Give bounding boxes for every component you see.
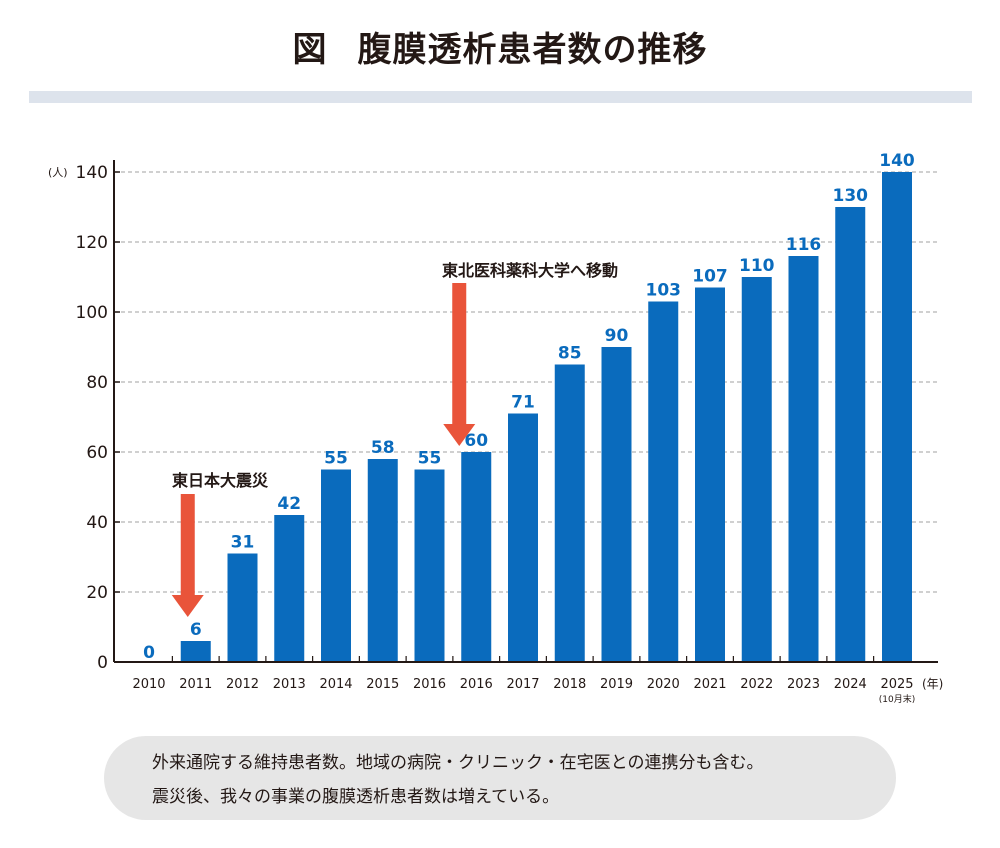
annotation-label: 東北医科薬科大学へ移動 bbox=[442, 261, 618, 280]
x-tick-label: 2021 bbox=[693, 677, 726, 692]
bar-2016 bbox=[414, 469, 445, 662]
data-labels: 0 6 31 42 55 58 55 60 71 85 90 103 107 110 116 130 140 bbox=[143, 151, 915, 663]
bar-2011 bbox=[180, 641, 211, 662]
x-tick-label: 2015 bbox=[366, 677, 399, 692]
x-tick-label: 2010 bbox=[132, 677, 165, 692]
x-tick-label: 2016 bbox=[413, 677, 446, 692]
data-label: 55 bbox=[418, 449, 442, 469]
x-tick-label: 2020 bbox=[647, 677, 680, 692]
annotation-arrow-shaft bbox=[452, 283, 467, 424]
bars bbox=[180, 172, 912, 662]
caption-line-1: 外来通院する維持患者数。地域の病院・クリニック・在宅医との連携分も含む。 bbox=[152, 753, 764, 773]
y-tick-label: 40 bbox=[86, 513, 108, 533]
annotation-label: 東日本大震災 bbox=[172, 471, 269, 490]
x-axis-unit: (年) bbox=[922, 677, 943, 691]
caption-box: 外来通院する維持患者数。地域の病院・クリニック・在宅医との連携分も含む。 震災後… bbox=[104, 736, 896, 820]
caption-line-2: 震災後、我々の事業の腹膜透析患者数は増えている。 bbox=[152, 787, 560, 807]
x-tick-label: 2011 bbox=[179, 677, 212, 692]
x-tick-label: 2023 bbox=[787, 677, 820, 692]
data-label: 90 bbox=[605, 326, 629, 346]
y-tick-label: 100 bbox=[76, 303, 108, 323]
y-tick-label: 140 bbox=[76, 163, 108, 183]
bar-2018 bbox=[554, 364, 585, 662]
bar-2021 bbox=[695, 287, 725, 662]
bar-2016 bbox=[461, 452, 492, 662]
annotation-arrow-head bbox=[171, 595, 204, 617]
data-label: 107 bbox=[692, 267, 728, 287]
x-tick-label: 2022 bbox=[740, 677, 773, 692]
x-tick-label: 2012 bbox=[226, 677, 259, 692]
data-label: 31 bbox=[231, 533, 255, 553]
title-text: 腹膜透析患者数の推移 bbox=[357, 30, 708, 70]
annotation-arrow-shaft bbox=[180, 494, 195, 595]
chart-title: 図腹膜透析患者数の推移 bbox=[0, 22, 1000, 71]
bar-2019 bbox=[601, 347, 632, 662]
annotation-arrow-head bbox=[443, 424, 476, 446]
y-axis-unit: (人) bbox=[48, 166, 68, 179]
bar-2024 bbox=[835, 207, 866, 662]
data-label: 140 bbox=[879, 151, 915, 171]
y-tick-label: 0 bbox=[97, 653, 108, 673]
figure-label: 図 bbox=[292, 30, 328, 70]
bar-2013 bbox=[274, 515, 305, 662]
bar-2015 bbox=[367, 459, 398, 662]
x-tick-label: 2025 bbox=[880, 677, 913, 692]
bar-2022 bbox=[741, 277, 772, 662]
data-label: 71 bbox=[511, 393, 535, 413]
bar-2014 bbox=[321, 469, 351, 662]
data-label: 58 bbox=[371, 438, 395, 458]
bar-2020 bbox=[648, 301, 679, 662]
x-tick-label: 2018 bbox=[553, 677, 586, 692]
y-tick-label: 60 bbox=[86, 443, 108, 463]
data-label: 85 bbox=[558, 344, 582, 364]
data-label: 110 bbox=[739, 256, 775, 276]
x-tick-label: 2024 bbox=[834, 677, 867, 692]
y-tick-label: 80 bbox=[86, 373, 108, 393]
bar-2025 bbox=[882, 172, 912, 662]
data-label: 103 bbox=[646, 281, 682, 301]
data-label: 42 bbox=[277, 494, 301, 514]
bar-2012 bbox=[227, 553, 258, 662]
y-tick-label: 20 bbox=[86, 583, 108, 603]
data-label: 6 bbox=[190, 620, 202, 640]
x-tick-label: 2017 bbox=[506, 677, 539, 692]
x-tick-label: 2013 bbox=[273, 677, 306, 692]
bar-2023 bbox=[788, 256, 819, 662]
x-last-note: (10月末) bbox=[879, 693, 915, 705]
y-tick-label: 120 bbox=[76, 233, 108, 253]
annotations: 東日本大震災 東北医科薬科大学へ移動 bbox=[171, 261, 618, 617]
data-label: 116 bbox=[786, 235, 822, 255]
x-tick-label: 2014 bbox=[319, 677, 352, 692]
data-label: 60 bbox=[464, 431, 488, 451]
data-label: 130 bbox=[833, 186, 869, 206]
title-divider-band bbox=[29, 91, 972, 103]
bar-2017 bbox=[508, 413, 538, 662]
x-tick-label: 2019 bbox=[600, 677, 633, 692]
data-label: 55 bbox=[324, 449, 348, 469]
data-label: 0 bbox=[143, 643, 155, 663]
x-tick-label: 2016 bbox=[460, 677, 493, 692]
